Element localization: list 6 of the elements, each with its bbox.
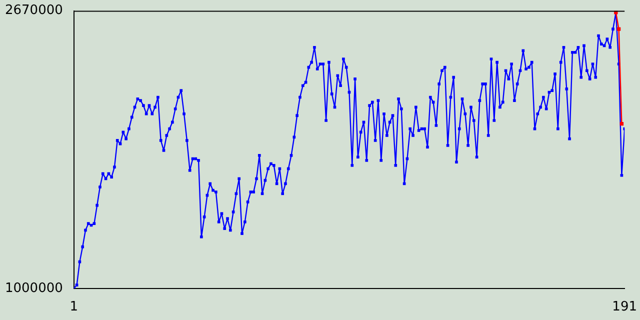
point [616, 27, 621, 31]
point [620, 122, 624, 126]
x-tick-label: 191 [612, 300, 638, 315]
y-tick-label: 1000000 [4, 280, 63, 296]
y-tick-label: 2670000 [4, 3, 63, 18]
x-tick-label: 1 [70, 300, 78, 315]
